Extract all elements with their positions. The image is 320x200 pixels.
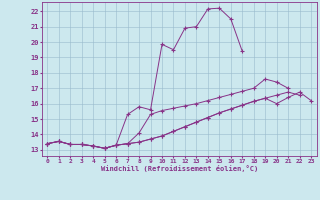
X-axis label: Windchill (Refroidissement éolien,°C): Windchill (Refroidissement éolien,°C) <box>100 165 258 172</box>
